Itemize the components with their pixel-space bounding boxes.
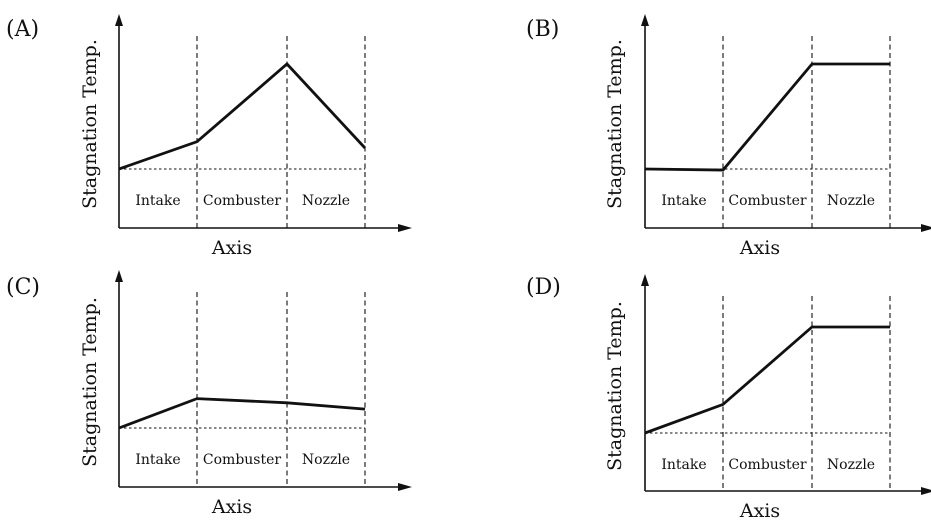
- y-axis-title: Stagnation Temp.: [604, 301, 626, 471]
- y-axis-arrowhead: [641, 274, 649, 286]
- chart-panel-d: (D) Intake Combuster Nozzle Stagnation Temp.…: [526, 274, 931, 521]
- panel-label: (C): [6, 275, 40, 300]
- panel-label: (A): [6, 17, 39, 42]
- stagnation-temp-line: [644, 325, 890, 435]
- x-axis-title: Axis: [739, 237, 780, 259]
- chart-panel-a: (A) Intake Combuster Nozzle Stagnation Temp.…: [6, 14, 412, 259]
- x-axis-arrowhead: [921, 224, 931, 232]
- stagnation-temp-line: [644, 62, 890, 172]
- chart-panel-c: (C) Intake Combuster Nozzle Stagnation Temp.…: [6, 270, 412, 518]
- region-label-intake: Intake: [661, 457, 706, 473]
- y-axis-arrowhead: [115, 14, 123, 26]
- region-label-combuster: Combuster: [203, 452, 281, 468]
- x-axis-title: Axis: [211, 237, 252, 259]
- panel-label: (B): [526, 17, 559, 42]
- x-axis-arrowhead: [398, 483, 412, 491]
- region-label-nozzle: Nozzle: [827, 457, 875, 473]
- stagnation-temp-line: [118, 62, 367, 171]
- region-label-intake: Intake: [661, 193, 706, 209]
- x-axis-arrowhead: [398, 224, 412, 232]
- region-label-combuster: Combuster: [203, 193, 281, 209]
- region-label-intake: Intake: [135, 452, 180, 468]
- x-axis-title: Axis: [739, 500, 780, 521]
- region-label-combuster: Combuster: [728, 457, 806, 473]
- region-label-intake: Intake: [135, 193, 180, 209]
- region-label-nozzle: Nozzle: [302, 193, 350, 209]
- panel-label: (D): [526, 275, 561, 300]
- y-axis-title: Stagnation Temp.: [79, 297, 101, 467]
- stagnation-temp-line: [118, 397, 366, 430]
- y-axis-arrowhead: [641, 14, 649, 26]
- region-label-nozzle: Nozzle: [302, 452, 350, 468]
- y-axis-title: Stagnation Temp.: [79, 39, 101, 209]
- y-axis-title: Stagnation Temp.: [604, 39, 626, 209]
- region-label-combuster: Combuster: [728, 193, 806, 209]
- x-axis-arrowhead: [921, 487, 931, 495]
- y-axis-arrowhead: [115, 270, 123, 282]
- chart-panel-b: (B) Intake Combuster Nozzle Stagnation Temp.…: [526, 14, 931, 259]
- region-label-nozzle: Nozzle: [827, 193, 875, 209]
- x-axis-title: Axis: [211, 496, 252, 518]
